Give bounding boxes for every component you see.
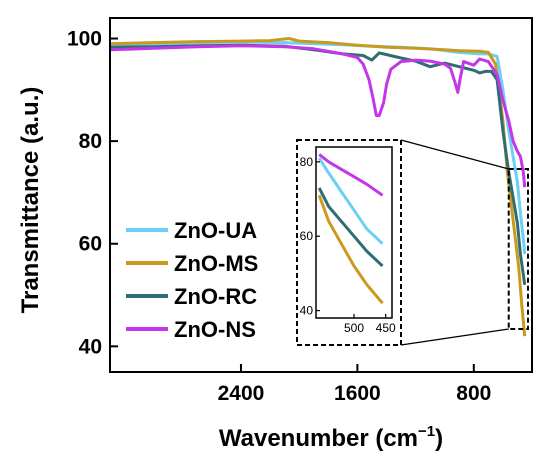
- series-line-zno-ms: [110, 37, 527, 337]
- axes: 2400 1600 800 40 60 80 100 Wavenumber (cm−1) Tra…: [17, 17, 533, 452]
- zoom-connector-bottom: [400, 328, 509, 346]
- inset-series-line-zno-ns: [318, 153, 384, 197]
- inset-y-tick-label: 60: [300, 229, 314, 243]
- x-tick-label: 800: [456, 382, 491, 405]
- plot-frame: [109, 17, 533, 373]
- legend-label-zno-ns: ZnO-NS: [174, 317, 256, 342]
- y-axis-title: Transmittance (a.u.): [17, 87, 44, 314]
- y-tick-label: 40: [79, 335, 102, 358]
- x-axis-title: Wavenumber (cm−1): [219, 423, 443, 452]
- x-tick-label: 2400: [218, 382, 265, 405]
- y-tick-label: 80: [79, 130, 102, 153]
- legend-label-zno-ua: ZnO-UA: [174, 218, 257, 243]
- legend-label-zno-rc: ZnO-RC: [174, 284, 257, 309]
- inset-plot: 40 60 80 500 450: [296, 139, 402, 346]
- inset-x-tick-label: 500: [344, 321, 364, 335]
- zoom-connector-top: [400, 139, 509, 170]
- legend-label-zno-ms: ZnO-MS: [174, 251, 258, 276]
- inset-y-tick-label: 40: [300, 304, 314, 318]
- inset-series-line-zno-ua: [317, 157, 384, 245]
- y-tick-label: 100: [67, 28, 102, 51]
- x-tick-label: 1600: [334, 382, 381, 405]
- zoom-indicator: [400, 139, 530, 346]
- inset-series-line-zno-rc: [317, 187, 384, 268]
- series-layer: [110, 37, 527, 337]
- zoom-region-box: [507, 168, 530, 330]
- inset-series-line-zno-ms: [317, 194, 384, 305]
- series-line-zno-ns: [110, 44, 527, 188]
- inset-y-tick-label: 80: [300, 155, 314, 169]
- inset-x-tick-label: 450: [376, 321, 396, 335]
- y-tick-label: 60: [79, 233, 102, 256]
- legend: ZnO-UA ZnO-MS ZnO-RC ZnO-NS: [126, 218, 258, 342]
